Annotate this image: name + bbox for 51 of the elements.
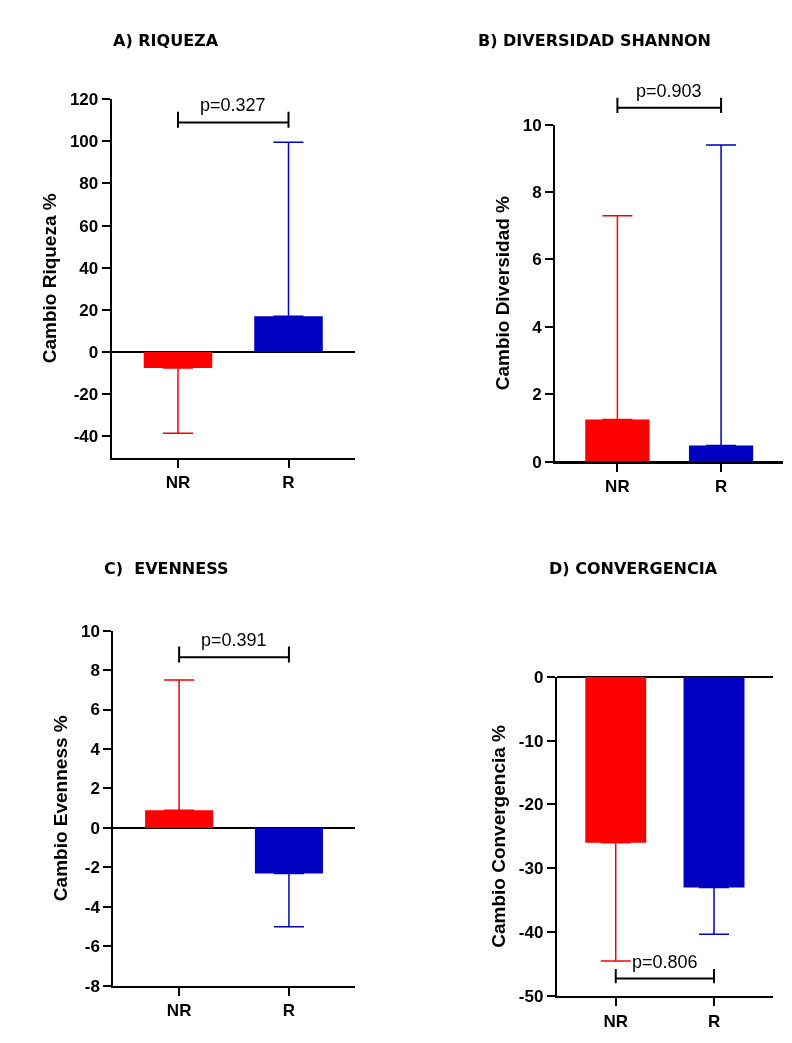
y-tick-label: 6 [532, 250, 542, 270]
y-tick-label: 10 [522, 115, 542, 135]
y-tick-label: 2 [532, 385, 542, 405]
annotation: p=0.391 [201, 630, 267, 650]
y-tick-label: 4 [90, 739, 101, 759]
y-tick-label: -40 [518, 923, 544, 943]
y-tick-label: 100 [69, 132, 99, 152]
x-tick-label: R [707, 1011, 721, 1031]
chart-title: C) EVENNESS [104, 559, 229, 578]
y-tick-label: 4 [532, 317, 543, 337]
y-tick-label: 10 [80, 621, 100, 641]
y-tick-label: 0 [533, 667, 544, 687]
y-axis-title: Cambio Convergencia % [488, 724, 510, 948]
y-tick-label: -2 [84, 858, 100, 878]
y-tick-label: 80 [79, 174, 99, 194]
chart-title: A) RIQUEZA [113, 31, 219, 50]
y-tick-label: -6 [84, 937, 100, 957]
x-tick-label: NR [165, 472, 191, 492]
x-tick-label: NR [603, 1011, 629, 1031]
chart-title: B) DIVERSIDAD SHANNON [478, 31, 712, 50]
x-tick-label: NR [166, 1001, 192, 1021]
y-tick-label: -20 [73, 385, 99, 405]
y-tick-label: 2 [90, 779, 100, 799]
y-tick-label: -10 [518, 731, 544, 751]
y-tick-label: 60 [79, 216, 99, 236]
y-tick-label: -50 [518, 987, 544, 1007]
y-tick-label: 0 [532, 452, 542, 472]
y-tick-label: 8 [90, 661, 100, 680]
y-tick-label: -8 [84, 976, 100, 996]
annotation: p=0.327 [200, 95, 266, 115]
chart-title: D) CONVERGENCIA [549, 559, 718, 578]
x-tick-label: R [282, 472, 295, 492]
y-tick-label: -4 [84, 897, 101, 917]
y-tick-label: 40 [79, 258, 99, 278]
y-tick-label: 20 [79, 300, 99, 320]
y-tick-label: 120 [69, 90, 99, 110]
y-tick-label: -20 [518, 795, 544, 815]
y-tick-label: 0 [90, 818, 100, 838]
y-axis-title: Cambio Diversidad % [492, 195, 514, 391]
x-tick-label: NR [605, 477, 630, 497]
text: p=0.903 [636, 81, 702, 101]
y-axis-title: Cambio Riqueza % [39, 193, 61, 364]
y-tick-label: 6 [90, 700, 100, 720]
y-tick-label: -40 [73, 427, 99, 447]
x-tick-label: R [282, 1001, 296, 1021]
y-tick-label: -30 [518, 859, 544, 879]
y-axis-title: Cambio Evenness % [50, 715, 72, 902]
annotation: p=0.806 [632, 952, 698, 972]
y-tick-label: 0 [88, 343, 99, 363]
y-tick-label: 8 [532, 183, 542, 203]
x-tick-label: R [714, 477, 728, 497]
